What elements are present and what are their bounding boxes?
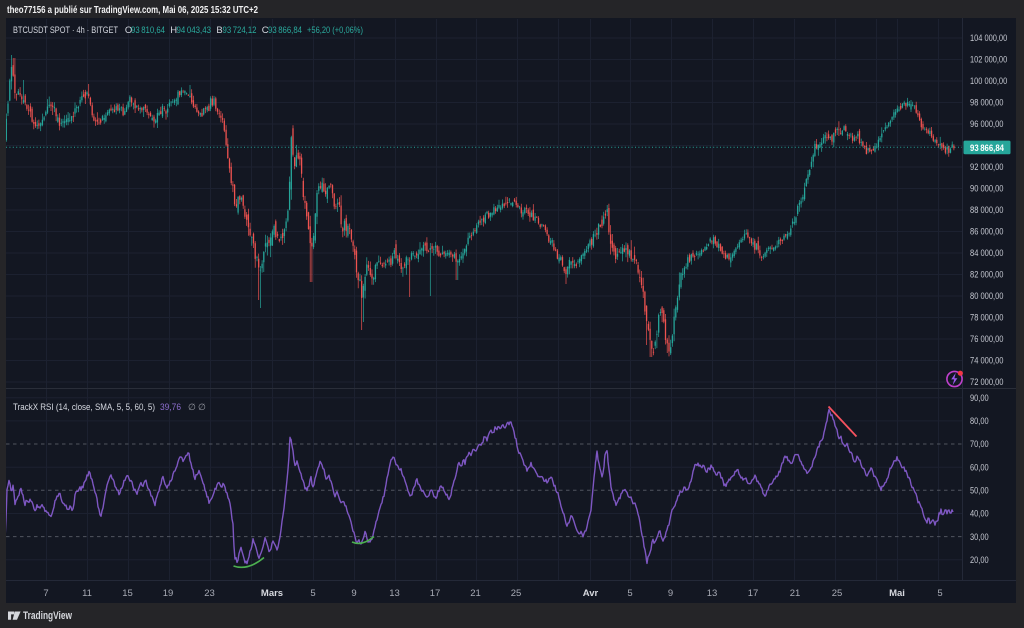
svg-text:Mars: Mars (261, 588, 283, 599)
svg-text:H: H (170, 25, 177, 36)
svg-text:11: 11 (82, 588, 92, 599)
svg-text:25: 25 (511, 588, 522, 599)
svg-text:5: 5 (310, 588, 315, 599)
svg-text:9: 9 (668, 588, 673, 599)
svg-text:90 000,00: 90 000,00 (970, 184, 1004, 195)
svg-text:15: 15 (122, 588, 133, 599)
svg-text:88 000,00: 88 000,00 (970, 205, 1004, 216)
svg-text:102 000,00: 102 000,00 (970, 55, 1007, 66)
svg-text:9: 9 (351, 588, 356, 599)
svg-text:72 000,00: 72 000,00 (970, 377, 1004, 388)
svg-text:76 000,00: 76 000,00 (970, 334, 1004, 345)
svg-text:B: B (216, 25, 222, 36)
svg-text:7: 7 (43, 588, 48, 599)
svg-text:TrackX RSI (14, close, SMA, 5,: TrackX RSI (14, close, SMA, 5, 5, 60, 5) (13, 402, 155, 412)
svg-text:82 000,00: 82 000,00 (970, 270, 1004, 281)
svg-text:96 000,00: 96 000,00 (970, 119, 1004, 130)
svg-text:∅: ∅ (198, 402, 206, 412)
svg-text:100 000,00: 100 000,00 (970, 76, 1007, 87)
svg-text:50,00: 50,00 (970, 486, 989, 497)
svg-text:84 000,00: 84 000,00 (970, 248, 1004, 259)
svg-text:92 000,00: 92 000,00 (970, 162, 1004, 173)
svg-text:5: 5 (937, 588, 942, 599)
svg-text:39,76: 39,76 (160, 402, 181, 412)
svg-text:93 724,12: 93 724,12 (223, 25, 257, 36)
svg-text:93 866,84: 93 866,84 (970, 143, 1005, 154)
svg-text:94 043,43: 94 043,43 (177, 25, 212, 36)
svg-text:∅: ∅ (188, 402, 196, 412)
svg-text:13: 13 (389, 588, 400, 599)
svg-text:17: 17 (430, 588, 441, 599)
svg-text:19: 19 (163, 588, 174, 599)
svg-text:40,00: 40,00 (970, 509, 989, 520)
svg-text:BTCUSDT SPOT · 4h · BITGET: BTCUSDT SPOT · 4h · BITGET (13, 25, 118, 36)
svg-text:TradingView: TradingView (23, 610, 72, 622)
svg-text:17: 17 (748, 588, 759, 599)
svg-text:74 000,00: 74 000,00 (970, 356, 1004, 367)
svg-text:21: 21 (470, 588, 481, 599)
svg-text:78 000,00: 78 000,00 (970, 313, 1004, 324)
svg-text:O: O (125, 25, 132, 36)
svg-text:98 000,00: 98 000,00 (970, 98, 1004, 109)
svg-text:80,00: 80,00 (970, 416, 989, 427)
svg-text:5: 5 (627, 588, 632, 599)
svg-text:23: 23 (204, 588, 215, 599)
svg-text:30,00: 30,00 (970, 532, 989, 543)
svg-text:93 810,64: 93 810,64 (131, 25, 165, 36)
svg-text:C: C (262, 25, 269, 36)
svg-text:21: 21 (790, 588, 801, 599)
svg-text:+56,20 (+0,06%): +56,20 (+0,06%) (307, 25, 363, 36)
svg-text:60,00: 60,00 (970, 462, 989, 473)
svg-text:80 000,00: 80 000,00 (970, 291, 1004, 302)
svg-text:Avr: Avr (583, 588, 599, 599)
svg-text:13: 13 (707, 588, 718, 599)
svg-text:86 000,00: 86 000,00 (970, 227, 1004, 238)
svg-text:20,00: 20,00 (970, 555, 989, 566)
svg-text:104 000,00: 104 000,00 (970, 33, 1007, 44)
svg-text:25: 25 (832, 588, 843, 599)
svg-text:93 866,84: 93 866,84 (268, 25, 302, 36)
svg-text:Mai: Mai (889, 588, 905, 599)
svg-text:theo77156 a publié sur Trading: theo77156 a publié sur TradingView.com, … (7, 5, 258, 16)
svg-text:70,00: 70,00 (970, 439, 989, 450)
svg-text:90,00: 90,00 (970, 393, 989, 404)
